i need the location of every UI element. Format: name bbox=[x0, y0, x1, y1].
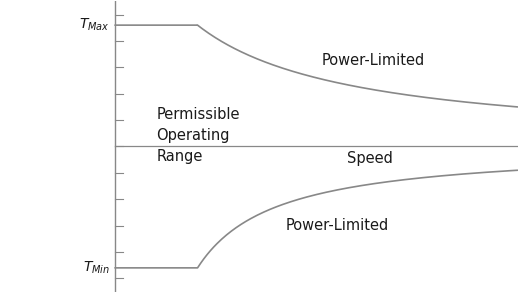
Text: Power-Limited: Power-Limited bbox=[321, 53, 425, 68]
Text: $T_{Max}$: $T_{Max}$ bbox=[79, 17, 110, 33]
Text: $T_{Min}$: $T_{Min}$ bbox=[83, 260, 110, 276]
Text: Speed: Speed bbox=[347, 151, 393, 166]
Text: Power-Limited: Power-Limited bbox=[285, 218, 389, 233]
Text: Permissible
Operating
Range: Permissible Operating Range bbox=[156, 108, 240, 164]
